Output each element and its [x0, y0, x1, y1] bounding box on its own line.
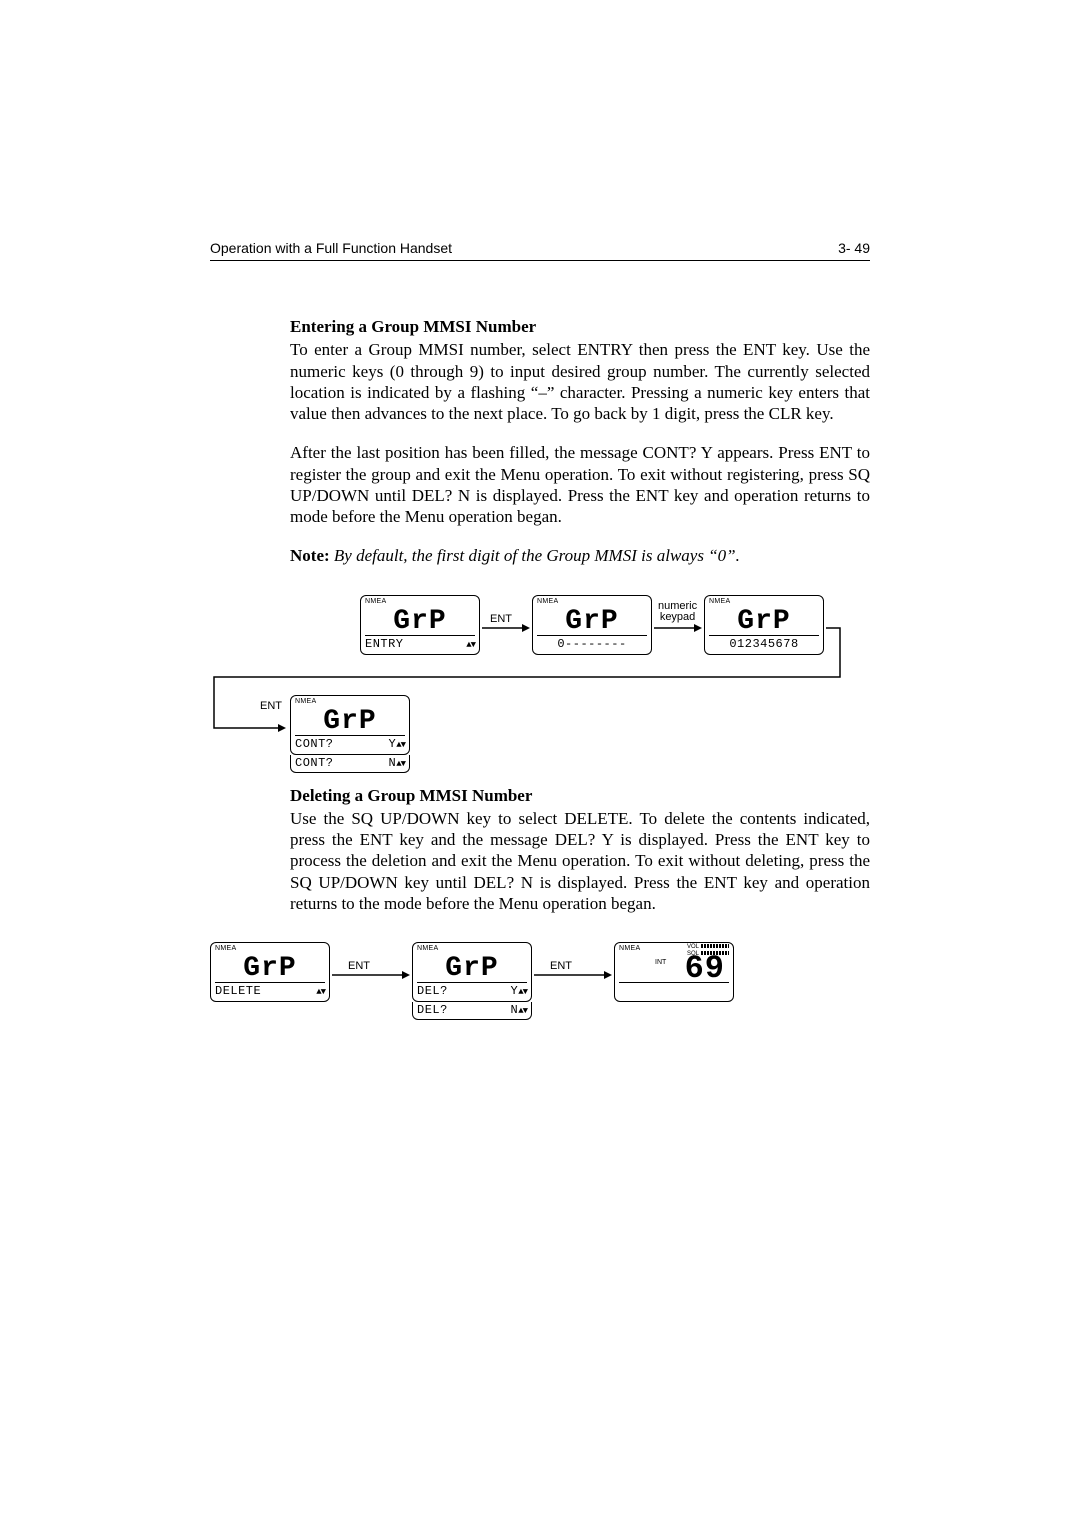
- running-header: Operation with a Full Function Handset 3…: [210, 240, 870, 261]
- page: Operation with a Full Function Handset 3…: [210, 240, 870, 1042]
- arrow-icon: [534, 970, 612, 980]
- lcd-delq-alt: DEL? N: [412, 1002, 532, 1020]
- note-body: By default, the first digit of the Group…: [334, 546, 740, 565]
- lcd-y-option: Y: [510, 984, 527, 999]
- lcd-delq-text: DEL?: [417, 984, 448, 999]
- section2-title: Deleting a Group MMSI Number: [290, 785, 870, 806]
- lcd-contq-text: CONT?: [295, 737, 334, 752]
- lcd-n-option: N: [510, 1003, 527, 1018]
- updown-icon: [518, 984, 527, 998]
- section1-title: Entering a Group MMSI Number: [290, 316, 870, 337]
- bar-icon: [701, 944, 729, 948]
- note-label: Note:: [290, 546, 330, 565]
- header-right: 3- 49: [838, 240, 870, 256]
- section1-para2: After the last position has been filled,…: [290, 442, 870, 527]
- lcd-y-option: Y: [388, 737, 405, 752]
- updown-icon: [396, 737, 405, 751]
- lcd-contq-text: CONT?: [295, 756, 334, 771]
- lcd-delete: NMEA GrP DELETE: [210, 942, 330, 1002]
- lcd-delq: NMEA GrP DEL? Y: [412, 942, 532, 1002]
- lcd-big-text: GrP: [291, 704, 409, 739]
- lcd-delete-text: DELETE: [215, 984, 261, 999]
- lcd-cont: NMEA GrP CONT? Y: [290, 695, 410, 755]
- updown-icon: [518, 1003, 527, 1017]
- lcd-big-text: GrP: [413, 951, 531, 986]
- lcd-bottom-row: DEL? Y: [417, 982, 527, 999]
- section2-para1: Use the SQ UP/DOWN key to select DELETE.…: [290, 808, 870, 914]
- lcd-bottom-row: [619, 982, 729, 999]
- flow-diagram-deleting: NMEA GrP DELETE ENT NMEA GrP D: [210, 932, 870, 1042]
- updown-icon: [396, 756, 405, 770]
- lcd-result: NMEA VOL SQL INT 69: [614, 942, 734, 1002]
- lcd-n-option: N: [388, 756, 405, 771]
- section1-para1: To enter a Group MMSI number, select ENT…: [290, 339, 870, 424]
- section1-note: Note: By default, the first digit of the…: [290, 545, 870, 566]
- arrow3-label: ENT: [260, 700, 282, 714]
- updown-icon: [316, 984, 325, 999]
- header-left: Operation with a Full Function Handset: [210, 240, 452, 256]
- lcd-big-text: GrP: [211, 951, 329, 986]
- lcd-delq-text: DEL?: [417, 1003, 448, 1018]
- lcd-bottom-row: DELETE: [215, 982, 325, 999]
- content-column: Entering a Group MMSI Number To enter a …: [290, 316, 870, 1042]
- lcd-bottom-row: CONT? Y: [295, 735, 405, 752]
- flow-diagram-entering: NMEA GrP ENTRY ENT NMEA GrP: [210, 585, 870, 785]
- lcd-cont-alt: CONT? N: [290, 755, 410, 773]
- arrow-icon: [332, 970, 410, 980]
